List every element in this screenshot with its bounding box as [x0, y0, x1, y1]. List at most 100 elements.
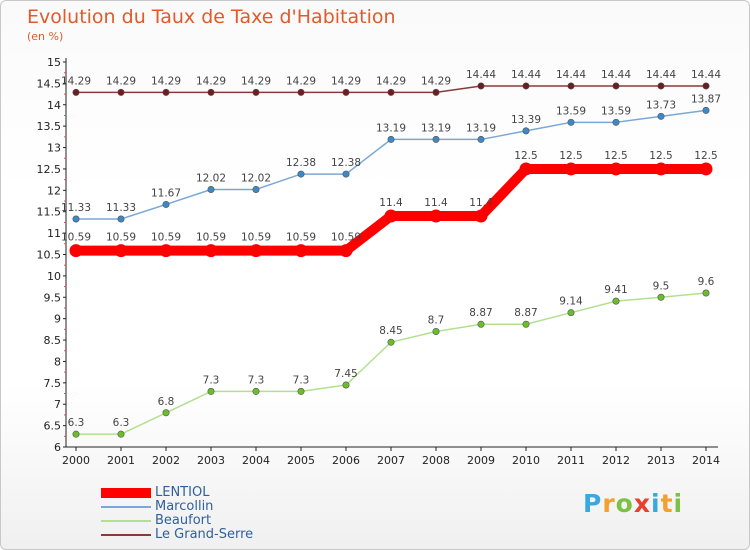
y-tick-label: 14 [47, 99, 61, 112]
data-label: 10.59 [286, 232, 316, 244]
data-label: 12.5 [514, 150, 537, 162]
data-label: 9.6 [698, 276, 715, 288]
x-tick-label: 2003 [197, 454, 225, 467]
data-point [297, 170, 305, 178]
data-label: 11.33 [61, 202, 91, 214]
data-label: 11.33 [106, 202, 136, 214]
data-point [657, 82, 665, 90]
data-label: 12.5 [694, 150, 717, 162]
data-label: 10.59 [151, 232, 181, 244]
data-point [654, 162, 668, 176]
logo-letter: t [660, 489, 674, 518]
data-label: 7.3 [293, 374, 310, 386]
data-label: 10.59 [331, 232, 361, 244]
data-point [342, 381, 350, 389]
data-point [522, 320, 530, 328]
data-label: 12.38 [286, 157, 316, 169]
data-point [657, 293, 665, 301]
x-tick-label: 2001 [107, 454, 135, 467]
data-point [567, 309, 575, 317]
logo-letter: x [633, 489, 651, 518]
data-point [612, 118, 620, 126]
data-label: 13.87 [691, 93, 721, 105]
data-point [162, 200, 170, 208]
x-tick-label: 2007 [377, 454, 405, 467]
x-tick-label: 2013 [647, 454, 675, 467]
data-point [429, 209, 443, 223]
data-label: 11.67 [151, 187, 181, 199]
legend-label: Marcollin [155, 499, 214, 514]
data-point [432, 135, 440, 143]
y-tick-label: 8.5 [44, 334, 62, 347]
data-label: 7.3 [248, 374, 265, 386]
x-tick-label: 2009 [467, 454, 495, 467]
data-label: 11.4 [379, 197, 403, 209]
data-point [702, 289, 710, 297]
data-point [567, 82, 575, 90]
data-label: 14.29 [241, 75, 271, 87]
data-point [294, 244, 308, 258]
data-label: 12.5 [559, 150, 582, 162]
data-label: 14.29 [151, 75, 181, 87]
data-point [564, 162, 578, 176]
x-tick-label: 2000 [62, 454, 90, 467]
data-point [612, 82, 620, 90]
logo-letter: P [583, 489, 603, 518]
data-point [69, 244, 83, 258]
data-point [249, 244, 263, 258]
data-label: 14.29 [286, 75, 316, 87]
data-point [252, 387, 260, 395]
data-label: 14.44 [511, 69, 541, 81]
data-label: 12.02 [196, 172, 226, 184]
x-tick-label: 2005 [287, 454, 315, 467]
data-point [162, 409, 170, 417]
data-label: 11.4 [469, 197, 493, 209]
data-label: 12.5 [604, 150, 627, 162]
data-label: 14.29 [331, 75, 361, 87]
data-point [252, 88, 260, 96]
data-label: 14.44 [646, 69, 676, 81]
data-label: 14.44 [691, 69, 721, 81]
legend-item: LENTIOL [101, 485, 301, 500]
x-tick-label: 2014 [692, 454, 720, 467]
data-point [297, 88, 305, 96]
y-tick-label: 8 [54, 355, 61, 368]
legend-swatch [101, 520, 151, 522]
y-tick-label: 13.5 [37, 120, 62, 133]
legend-swatch [101, 506, 151, 508]
y-tick-label: 9 [54, 313, 61, 326]
data-point [159, 244, 173, 258]
data-label: 14.44 [556, 69, 586, 81]
data-point [432, 327, 440, 335]
data-label: 10.59 [196, 232, 226, 244]
data-label: 8.45 [379, 325, 402, 337]
data-point [474, 209, 488, 223]
data-label: 13.39 [511, 114, 541, 126]
data-point [342, 88, 350, 96]
data-point [204, 244, 218, 258]
data-point [609, 162, 623, 176]
data-label: 14.44 [601, 69, 631, 81]
y-tick-label: 11 [47, 227, 61, 240]
data-label: 14.29 [106, 75, 136, 87]
data-label: 10.59 [241, 232, 271, 244]
data-label: 13.19 [466, 122, 496, 134]
x-tick-label: 2012 [602, 454, 630, 467]
data-label: 14.29 [421, 75, 451, 87]
data-point [114, 244, 128, 258]
data-point [702, 106, 710, 114]
legend-label: Le Grand-Serre [155, 527, 254, 542]
data-label: 10.59 [61, 232, 91, 244]
y-tick-label: 7.5 [44, 377, 62, 390]
data-point [387, 135, 395, 143]
data-point [384, 209, 398, 223]
data-label: 10.59 [106, 232, 136, 244]
data-label: 9.41 [604, 284, 627, 296]
legend-item: Le Grand-Serre [101, 527, 301, 542]
data-point [387, 338, 395, 346]
x-tick-label: 2004 [242, 454, 270, 467]
data-label: 8.87 [469, 307, 492, 319]
data-label: 12.5 [649, 150, 672, 162]
data-point [72, 215, 80, 223]
